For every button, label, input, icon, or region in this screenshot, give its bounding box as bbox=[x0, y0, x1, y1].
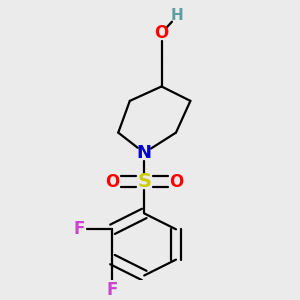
Text: O: O bbox=[154, 24, 169, 42]
Text: O: O bbox=[169, 173, 183, 191]
Text: F: F bbox=[107, 281, 118, 299]
Text: N: N bbox=[137, 144, 152, 162]
Text: F: F bbox=[74, 220, 85, 238]
Text: S: S bbox=[137, 172, 151, 191]
Text: H: H bbox=[171, 8, 184, 23]
Text: O: O bbox=[105, 173, 120, 191]
